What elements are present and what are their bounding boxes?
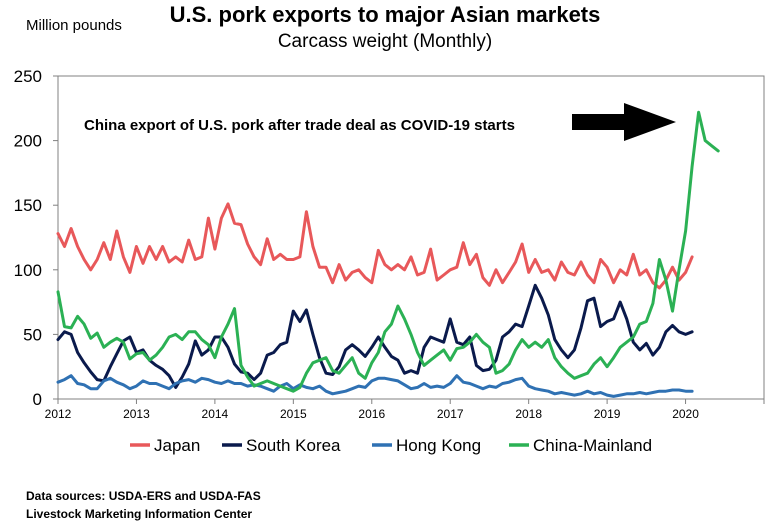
- series-line-south-korea: [56, 283, 694, 389]
- legend-label: China-Mainland: [533, 436, 652, 455]
- x-tick-label: 2020: [672, 407, 699, 421]
- x-tick-label: 2018: [515, 407, 542, 421]
- y-axis-unit-label: Million pounds: [26, 17, 122, 34]
- annotation-arrow: [572, 103, 676, 141]
- x-axis: 2012 2013 2014 2015 2016 2017 2018 2019 2020: [45, 399, 765, 421]
- x-tick-label: 2014: [202, 407, 229, 421]
- y-tick-label: 100: [14, 261, 42, 280]
- series-line-china-mainland: [56, 110, 720, 393]
- x-tick-label: 2017: [437, 407, 464, 421]
- x-tick-label: 2012: [45, 407, 72, 421]
- y-axis: 0 50 100 150 200 250: [14, 67, 58, 409]
- y-tick-label: 0: [33, 390, 42, 409]
- y-tick-label: 50: [23, 325, 42, 344]
- annotation-text: China export of U.S. pork after trade de…: [84, 117, 515, 134]
- series-line-japan: [56, 202, 694, 290]
- annotation: China export of U.S. pork after trade de…: [84, 103, 676, 141]
- y-tick-label: 150: [14, 196, 42, 215]
- x-tick-label: 2015: [280, 407, 307, 421]
- data-source-org: Livestock Marketing Information Center: [26, 507, 253, 521]
- legend-label: South Korea: [246, 436, 341, 455]
- x-tick-label: 2013: [123, 407, 150, 421]
- legend-label: Japan: [154, 436, 200, 455]
- plot-area: [57, 75, 765, 400]
- x-tick-label: 2019: [594, 407, 621, 421]
- y-tick-label: 200: [14, 132, 42, 151]
- y-tick-label: 250: [14, 67, 42, 86]
- chart-title: U.S. pork exports to major Asian markets: [169, 2, 601, 27]
- legend: Japan South Korea Hong Kong China-Mainland: [130, 436, 652, 455]
- series-lines: [56, 110, 720, 398]
- x-tick-label: 2016: [358, 407, 385, 421]
- series-line-hong-kong: [56, 374, 694, 398]
- data-source-line: Data sources: USDA-ERS and USDA-FAS: [26, 489, 261, 503]
- legend-label: Hong Kong: [396, 436, 481, 455]
- chart-subtitle: Carcass weight (Monthly): [277, 31, 493, 52]
